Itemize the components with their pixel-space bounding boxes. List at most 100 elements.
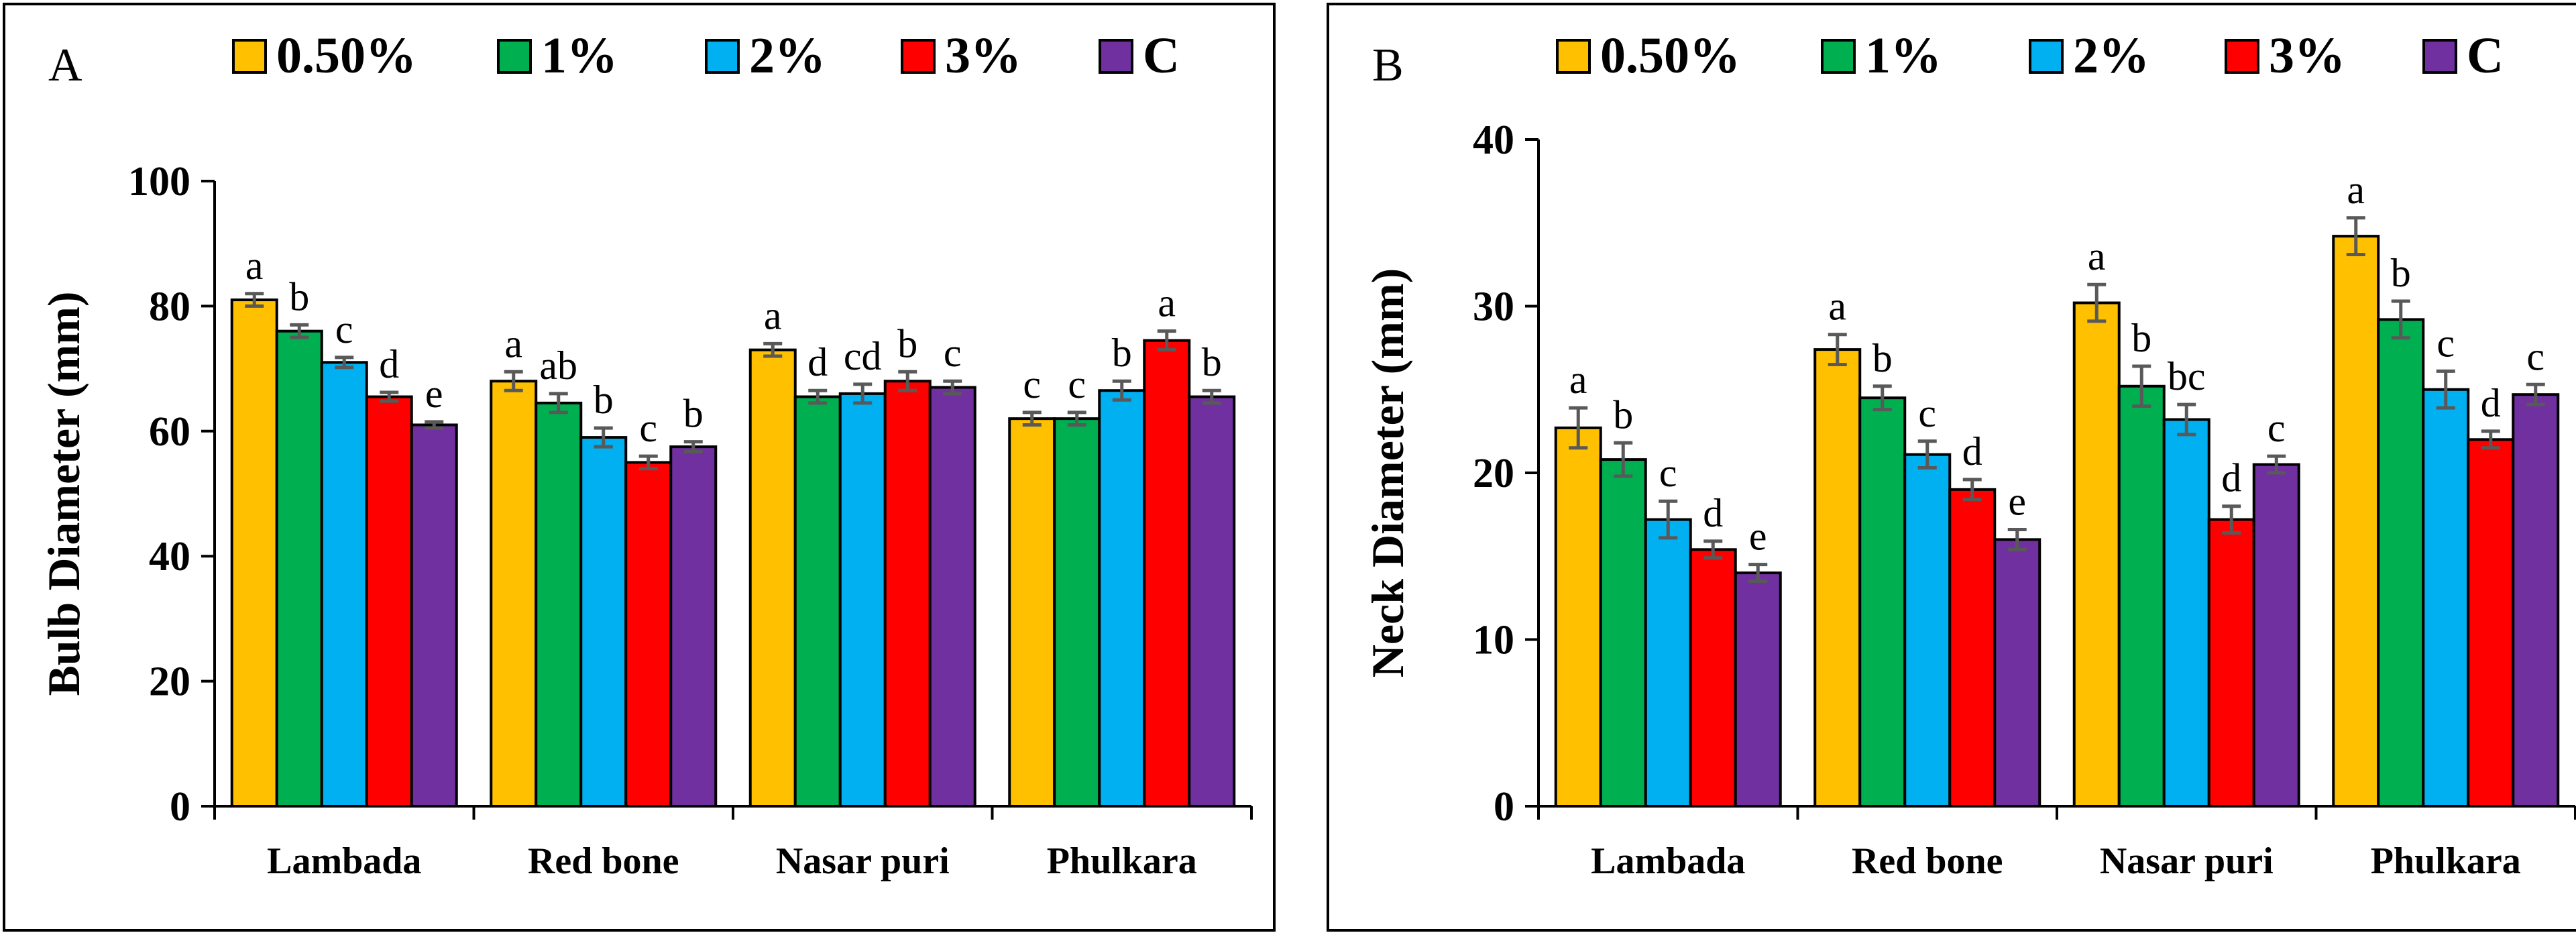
x-category-label: Red bone — [1852, 840, 2003, 882]
significance-label: bc — [2168, 354, 2206, 398]
error-bar-red-bone-2pct — [1917, 439, 1937, 470]
bar-lambada-3pct — [1689, 548, 1737, 808]
y-tick-label: 20 — [1473, 451, 1514, 496]
significance-label: a — [245, 243, 264, 288]
bar-lambada-2pct — [1644, 518, 1692, 808]
bar-red-bone-3pct — [1948, 488, 1997, 808]
y-tick-label: 100 — [128, 159, 190, 205]
error-bar-phulkara-2pct — [1112, 379, 1131, 402]
bar-nasar-puri-2pct — [838, 392, 887, 808]
legend-item-1pct: 1% — [1821, 27, 1942, 84]
x-category-label: Red bone — [528, 840, 679, 882]
legend-swatch — [497, 39, 532, 74]
y-tick-label: 30 — [1473, 284, 1514, 330]
significance-label: b — [289, 274, 309, 319]
significance-label: d — [2481, 381, 2501, 425]
error-bar-phulkara-0-50pct — [1022, 410, 1042, 427]
significance-label: c — [1023, 362, 1041, 406]
bar-red-bone-1pct — [1858, 396, 1907, 808]
y-tick-label: 60 — [149, 409, 190, 455]
significance-label: c — [1659, 451, 1677, 495]
legend-label: 0.50% — [276, 27, 416, 84]
error-bar-red-bone-1pct — [1872, 384, 1892, 412]
significance-label: c — [944, 331, 962, 375]
error-bar-red-bone-c — [683, 440, 703, 454]
legend-label: 1% — [541, 27, 618, 84]
bar-nasar-puri-1pct — [2117, 384, 2166, 808]
error-bar-phulkara-c — [1202, 388, 1221, 405]
x-category-label: Lambada — [267, 840, 421, 882]
legend-item-0-50pct: 0.50% — [232, 27, 416, 84]
bar-phulkara-1pct — [2377, 318, 2425, 808]
significance-label: a — [1569, 357, 1587, 402]
significance-label: c — [639, 406, 657, 450]
significance-label: a — [1828, 284, 1846, 329]
significance-label: b — [683, 392, 704, 436]
significance-label: d — [1703, 491, 1723, 535]
bar-red-bone-0-50pct — [1813, 348, 1862, 808]
error-bar-lambada-1pct — [290, 323, 309, 339]
error-bar-lambada-c — [1748, 563, 1768, 584]
y-tick-label: 40 — [1473, 117, 1514, 163]
error-bar-nasar-puri-3pct — [898, 370, 917, 392]
legend-label: C — [2467, 27, 2504, 84]
legend-label: C — [1143, 27, 1180, 84]
legend-item-1pct: 1% — [497, 27, 618, 84]
legend-swatch — [2029, 39, 2064, 74]
significance-label: d — [2221, 456, 2241, 500]
error-bar-red-bone-0-50pct — [1828, 333, 1847, 366]
error-bar-phulkara-1pct — [2391, 299, 2410, 340]
y-tick-label: 20 — [149, 659, 190, 705]
error-bar-lambada-c — [425, 420, 444, 430]
y-axis-title: Neck Diameter (mm) — [1362, 268, 1413, 677]
error-bar-nasar-puri-1pct — [2132, 364, 2151, 408]
y-axis-title: Bulb Diameter (mm) — [38, 291, 89, 696]
error-bar-phulkara-3pct — [2481, 429, 2500, 450]
legend-label: 1% — [1865, 27, 1942, 84]
bar-lambada-0-50pct — [230, 298, 278, 808]
bar-nasar-puri-1pct — [793, 395, 842, 808]
bar-red-bone-2pct — [579, 436, 628, 808]
error-bar-nasar-puri-2pct — [853, 382, 873, 405]
x-category-label: Nasar puri — [2100, 840, 2274, 882]
x-category-label: Lambada — [1591, 840, 1745, 882]
error-bar-lambada-1pct — [1614, 441, 1633, 478]
bar-phulkara-1pct — [1053, 417, 1101, 808]
legend-label: 3% — [945, 27, 1021, 84]
error-bar-red-bone-c — [2007, 527, 2027, 551]
legend-swatch — [1821, 39, 1856, 74]
legend-item-2pct: 2% — [2029, 27, 2149, 84]
legend-swatch — [2225, 39, 2259, 74]
bar-phulkara-0-50pct — [2332, 235, 2380, 808]
error-bar-red-bone-3pct — [638, 454, 658, 471]
legend-item-0-50pct: 0.50% — [1556, 27, 1740, 84]
error-bar-lambada-2pct — [335, 355, 354, 370]
bar-lambada-0-50pct — [1554, 426, 1602, 808]
legend-label: 2% — [749, 27, 826, 84]
bar-phulkara-3pct — [1143, 339, 1191, 808]
legend-item-c: C — [1099, 27, 1180, 84]
error-bar-red-bone-0-50pct — [504, 370, 523, 392]
error-bar-phulkara-c — [2526, 382, 2545, 406]
error-bar-nasar-puri-3pct — [2222, 504, 2241, 535]
legend-item-c: C — [2422, 27, 2504, 84]
x-category-label: Phulkara — [2371, 840, 2521, 882]
bar-nasar-puri-2pct — [2162, 418, 2210, 808]
bar-nasar-puri-0-50pct — [748, 348, 797, 808]
error-bar-phulkara-2pct — [2436, 369, 2455, 410]
error-bar-nasar-puri-0-50pct — [2087, 282, 2107, 323]
significance-label: e — [2008, 479, 2026, 523]
error-bar-red-bone-2pct — [594, 426, 613, 449]
legend-swatch — [232, 39, 267, 74]
bar-red-bone-c — [1993, 538, 2041, 808]
error-bar-nasar-puri-0-50pct — [763, 341, 783, 358]
bar-nasar-puri-0-50pct — [2072, 301, 2121, 808]
bar-red-bone-0-50pct — [490, 380, 538, 808]
bar-phulkara-c — [1188, 395, 1236, 808]
legend-swatch — [1099, 39, 1133, 74]
bar-phulkara-0-50pct — [1008, 417, 1056, 808]
chart-panel-a: A 0.50% 1% 2% 3% C Bulb Diameter (mm) 0 20 40 60 80… — [3, 3, 1276, 932]
chart-panel-b: B 0.50% 1% 2% 3% C Neck Diameter (mm) 0 10 20 30 40… — [1327, 3, 2576, 932]
significance-label: b — [897, 321, 917, 366]
bar-phulkara-3pct — [2467, 438, 2515, 808]
